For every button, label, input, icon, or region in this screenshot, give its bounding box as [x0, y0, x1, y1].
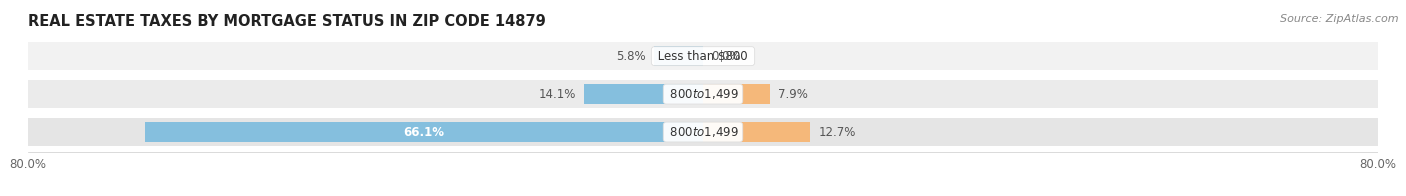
Text: 12.7%: 12.7% [818, 125, 856, 139]
Text: 0.0%: 0.0% [711, 50, 741, 63]
Bar [703, 84, 769, 104]
Bar [654, 46, 703, 66]
Text: REAL ESTATE TAXES BY MORTGAGE STATUS IN ZIP CODE 14879: REAL ESTATE TAXES BY MORTGAGE STATUS IN … [28, 14, 546, 29]
Text: $800 to $1,499: $800 to $1,499 [666, 125, 740, 139]
Text: 5.8%: 5.8% [616, 50, 645, 63]
Text: Source: ZipAtlas.com: Source: ZipAtlas.com [1281, 14, 1399, 24]
Text: 66.1%: 66.1% [404, 125, 444, 139]
Text: Less than $800: Less than $800 [654, 50, 752, 63]
Text: 7.9%: 7.9% [778, 88, 808, 101]
Bar [583, 84, 703, 104]
Bar [28, 118, 1378, 146]
Text: 14.1%: 14.1% [538, 88, 575, 101]
Bar [28, 80, 1378, 108]
Bar [145, 122, 703, 142]
Bar [703, 122, 810, 142]
Text: $800 to $1,499: $800 to $1,499 [666, 87, 740, 101]
Bar [28, 43, 1378, 70]
